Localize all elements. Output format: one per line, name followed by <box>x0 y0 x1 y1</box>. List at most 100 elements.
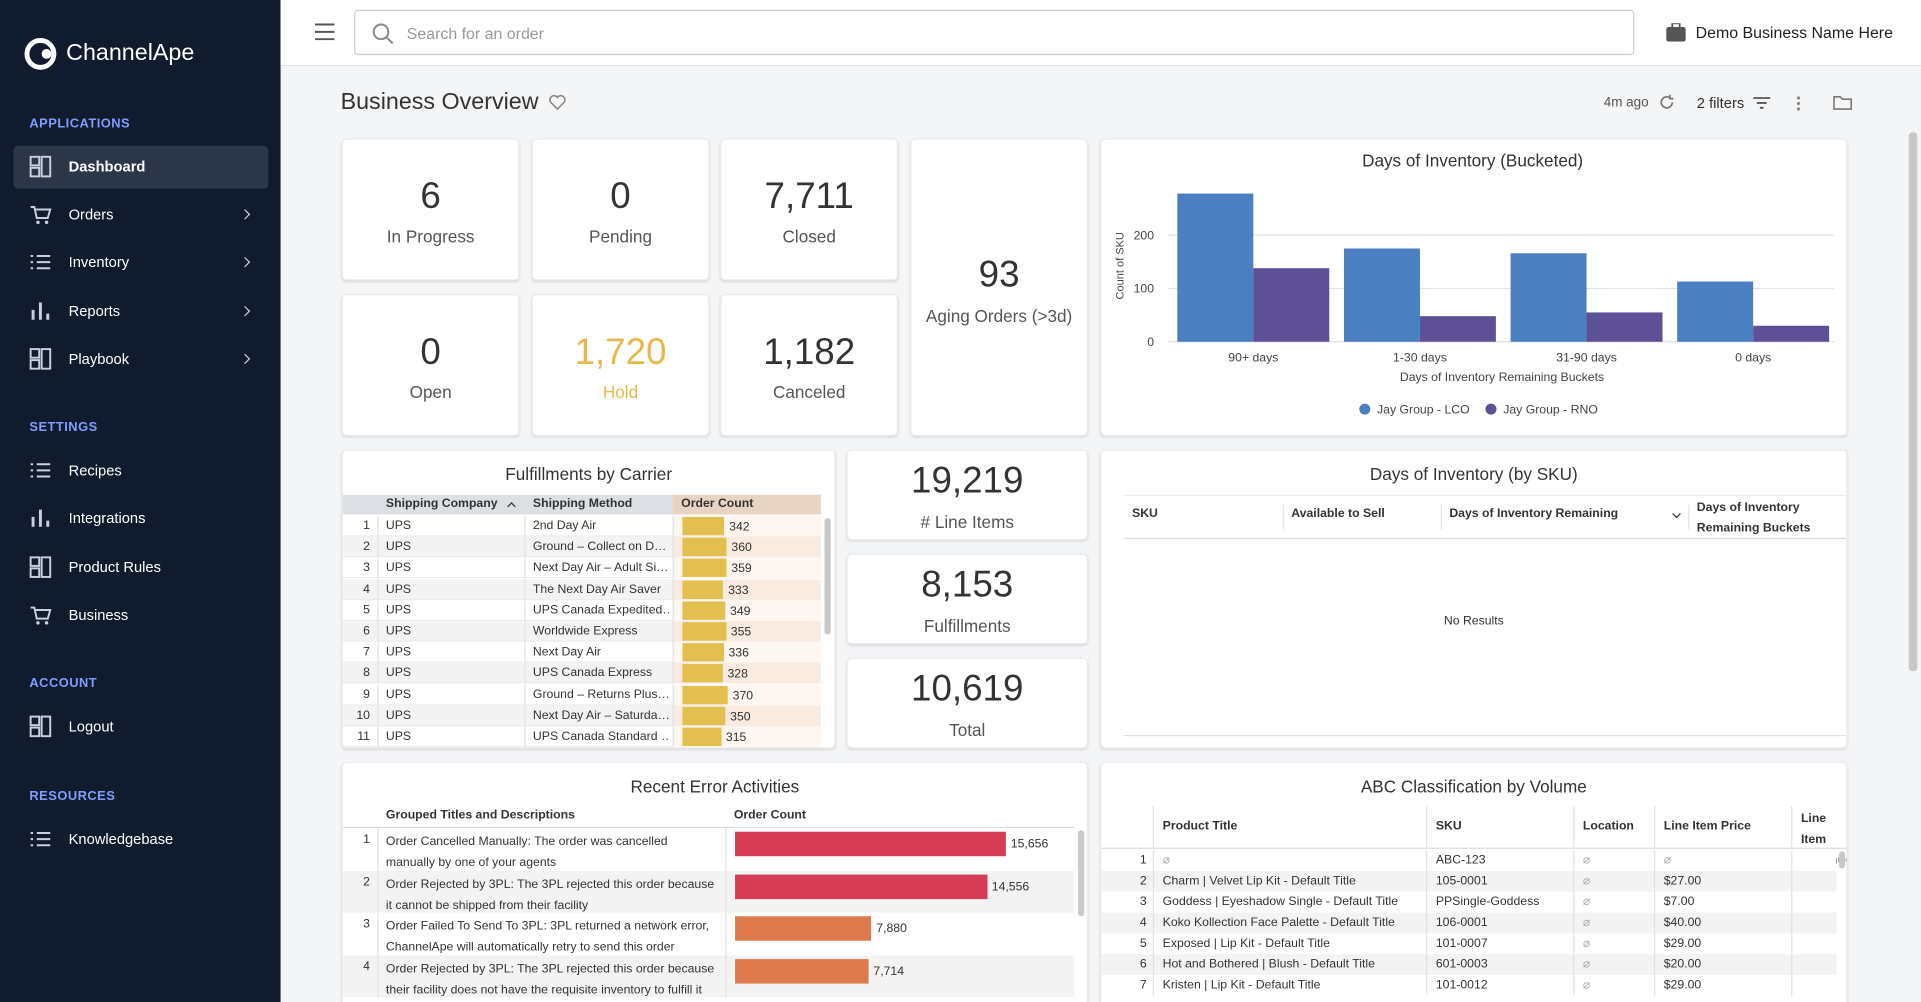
nav-label: Dashboard <box>68 158 146 176</box>
count-bar <box>735 958 869 984</box>
company-cell: UPS <box>385 730 412 744</box>
cell-divider <box>1152 933 1155 955</box>
table-scrollbar[interactable] <box>824 518 831 635</box>
table-scrollbar[interactable] <box>1078 830 1085 917</box>
count-bar <box>682 622 726 641</box>
cell-divider <box>377 705 379 727</box>
page-scrollbar[interactable] <box>1908 132 1918 672</box>
updated-time: 4m ago <box>1603 95 1649 111</box>
business-name[interactable]: Demo Business Name Here <box>1695 23 1893 42</box>
cell-divider <box>524 684 526 706</box>
column-header[interactable]: Grouped Titles and Descriptions <box>385 808 575 822</box>
column-header[interactable]: Shipping Method <box>532 497 633 511</box>
nav-item[interactable]: Recipes <box>13 450 268 493</box>
cell-divider <box>672 621 674 642</box>
sku-card: Days of Inventory (by SKU) SKU Available t… <box>1100 449 1848 749</box>
nav-icon <box>30 463 51 478</box>
cell-divider <box>1653 912 1656 934</box>
nav-item[interactable]: Reports <box>13 290 268 333</box>
table-row: 3 Goddess | Eyeshadow Single - Default Ti… <box>1101 891 1837 913</box>
x-tick-label: 31-90 days <box>1556 350 1617 364</box>
count-value: 370 <box>732 689 754 703</box>
nav-item[interactable]: Orders <box>13 194 268 237</box>
search-box[interactable]: Search for an order <box>354 9 1635 56</box>
section-title: ACCOUNT <box>29 676 98 691</box>
section-title: APPLICATIONS <box>29 116 131 132</box>
column-header[interactable]: SKU <box>1132 507 1158 521</box>
cell-divider <box>377 515 379 537</box>
cell-divider <box>1573 975 1575 996</box>
method-cell: 2nd Day Air <box>532 519 597 533</box>
column-header[interactable]: SKU <box>1435 819 1462 833</box>
table-scrollbar[interactable] <box>1838 851 1846 869</box>
cell-divider <box>524 536 526 558</box>
nav-icon <box>30 255 51 270</box>
row-number: 5 <box>363 603 370 618</box>
count-value: 315 <box>725 731 747 745</box>
page-title: Business Overview <box>340 89 539 116</box>
refresh-button[interactable] <box>1659 94 1675 110</box>
table-header <box>343 806 1075 829</box>
table-header <box>1101 806 1847 849</box>
cell-divider <box>524 663 526 684</box>
folder-button[interactable] <box>1833 95 1853 111</box>
title-cell: ⌀ <box>1162 853 1171 868</box>
row-number: 3 <box>1139 895 1147 909</box>
column-header[interactable]: Location <box>1582 819 1634 833</box>
cell-divider <box>377 578 379 600</box>
row-number: 4 <box>363 582 370 597</box>
menu-button[interactable] <box>314 23 335 41</box>
nav-item[interactable]: Integrations <box>13 497 268 540</box>
nav-item[interactable]: Business <box>13 594 268 637</box>
nav-item[interactable]: Playbook <box>13 338 268 381</box>
column-header[interactable]: Shipping Company <box>385 497 498 511</box>
nav-item[interactable]: Logout <box>13 706 268 749</box>
nav-label: Integrations <box>68 509 146 527</box>
row-number: 1 <box>363 519 370 533</box>
cell-divider <box>377 536 379 558</box>
more-button[interactable] <box>1796 96 1801 112</box>
row-number: 2 <box>1139 874 1147 889</box>
filters-button[interactable]: 2 filters <box>1696 94 1745 112</box>
cell-divider <box>672 578 674 600</box>
kpi-label: Hold <box>602 382 639 402</box>
column-header[interactable]: Days of Inventory Remaining <box>1449 507 1619 521</box>
row-number: 2 <box>363 540 370 554</box>
nav-label: Recipes <box>68 461 122 479</box>
cell-divider <box>377 642 379 663</box>
column-header[interactable]: Days of Inventory Remaining Buckets <box>1696 501 1811 536</box>
sku-cell: 101-0012 <box>1435 978 1488 993</box>
column-header[interactable]: Order Count <box>681 497 754 511</box>
column-header[interactable]: Product Title <box>1162 819 1238 833</box>
section-title: RESOURCES <box>29 788 116 804</box>
count-value: 328 <box>727 668 748 682</box>
chart-card: Days of Inventory (Bucketed) 0 100 200 Count… <box>1100 138 1848 437</box>
cell-divider <box>725 828 727 871</box>
cell-divider <box>1688 504 1690 530</box>
favorite-button[interactable] <box>549 94 566 111</box>
nav-label: Product Rules <box>68 558 161 576</box>
row-number: 4 <box>363 959 370 974</box>
count-bar <box>682 559 727 578</box>
x-tick-label: 1-30 days <box>1393 350 1447 364</box>
price-cell: $20.00 <box>1663 957 1702 972</box>
table-row: 1 Order Cancelled Manually: The order was… <box>343 828 1075 871</box>
cell-divider <box>377 954 379 998</box>
column-header[interactable]: Available to Sell <box>1291 507 1385 521</box>
count-bar <box>682 706 726 725</box>
title-cell: Goddess | Eyeshadow Single - Default Tit… <box>1162 895 1399 909</box>
row-number: 3 <box>363 917 370 931</box>
kpi-label: Fulfillments <box>923 616 1011 636</box>
column-header[interactable]: Line Item Price <box>1663 819 1751 833</box>
kpi-label: Open <box>409 382 452 402</box>
location-cell: ⌀ <box>1582 916 1591 930</box>
nav-item[interactable]: Inventory <box>13 241 268 284</box>
company-cell: UPS <box>385 666 412 681</box>
nav-item[interactable]: Dashboard <box>13 145 269 189</box>
cell-divider <box>1573 870 1575 892</box>
nav-item[interactable]: Knowledgebase <box>13 818 268 861</box>
column-header[interactable]: Order Count <box>733 808 807 822</box>
nav-item[interactable]: Product Rules <box>13 546 268 589</box>
kpi-value: 8,153 <box>921 564 1014 606</box>
